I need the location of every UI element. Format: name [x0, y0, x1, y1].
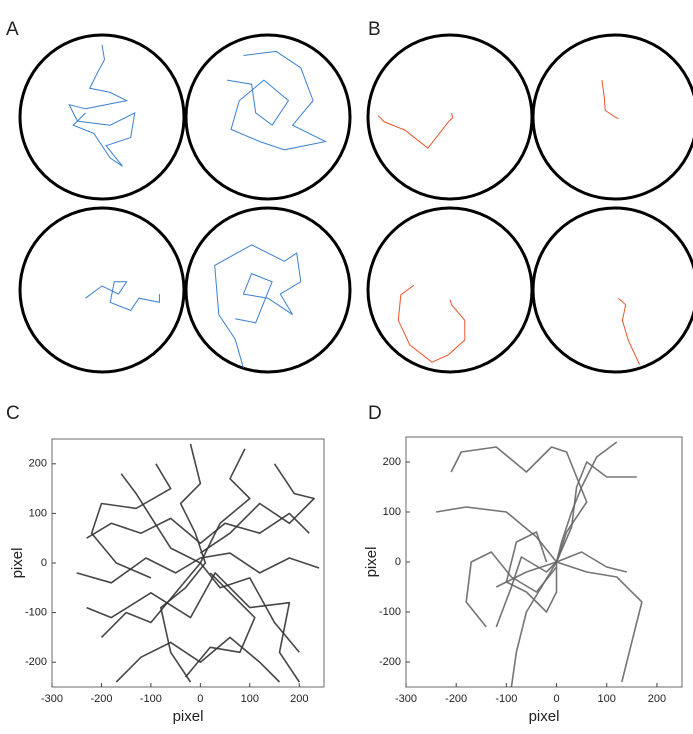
trajectory — [90, 463, 172, 579]
trajectory — [450, 446, 588, 563]
y-tick-label: 0 — [41, 557, 47, 569]
y-tick-label: -100 — [379, 606, 401, 618]
x-tick-label: 100 — [241, 693, 259, 705]
panel-label: D — [368, 403, 382, 424]
x-tick-label: -300 — [395, 693, 417, 705]
arena — [366, 206, 534, 374]
y-axis-label: pixel — [9, 548, 26, 579]
panel-label: C — [6, 403, 20, 424]
arena — [18, 206, 186, 374]
x-axis-label: pixel — [529, 708, 560, 725]
trajectory — [435, 506, 643, 683]
x-tick-label: -200 — [90, 693, 112, 705]
y-tick-label: -100 — [25, 607, 47, 619]
x-axis-label: pixel — [173, 708, 204, 725]
trajectory — [86, 512, 310, 544]
arena — [184, 206, 352, 374]
x-tick-label: -300 — [41, 693, 63, 705]
y-tick-label: 200 — [29, 458, 47, 470]
trajectory — [199, 463, 315, 554]
x-tick-label: 0 — [553, 693, 559, 705]
arena — [531, 33, 693, 201]
trajectory — [120, 448, 251, 564]
y-tick-label: 100 — [383, 506, 401, 518]
trajectory — [184, 572, 256, 678]
trajectory — [495, 551, 627, 628]
x-tick-label: 0 — [197, 693, 203, 705]
trajectory — [214, 244, 302, 369]
trajectory — [397, 284, 466, 363]
arena — [184, 33, 352, 201]
x-tick-label: -100 — [140, 693, 162, 705]
trajectory — [465, 551, 558, 628]
x-tick-label: 100 — [598, 693, 616, 705]
arena — [366, 33, 534, 201]
trajectory — [226, 50, 327, 151]
trajectory — [601, 80, 619, 120]
y-tick-label: 0 — [395, 556, 401, 568]
trajectory — [495, 441, 618, 588]
trajectory — [160, 443, 207, 683]
y-tick-label: -200 — [379, 656, 401, 668]
trajectory — [100, 562, 300, 653]
axes-box — [405, 436, 683, 688]
y-tick-label: 200 — [383, 456, 401, 468]
panel-label: B — [368, 19, 381, 40]
panel-label: A — [6, 19, 19, 40]
trajectory — [617, 297, 641, 365]
x-tick-label: -100 — [495, 693, 517, 705]
trajectory — [377, 112, 454, 149]
y-tick-label: 100 — [29, 507, 47, 519]
y-tick-label: -200 — [25, 656, 47, 668]
trajectory — [115, 636, 281, 683]
x-tick-label: -200 — [445, 693, 467, 705]
trajectory — [85, 281, 160, 312]
trajectory — [86, 572, 300, 683]
trajectory — [68, 44, 136, 167]
x-tick-label: 200 — [290, 693, 308, 705]
y-axis-label: pixel — [363, 547, 380, 578]
arena — [531, 206, 693, 374]
trajectory — [555, 461, 637, 563]
x-tick-label: 200 — [648, 693, 666, 705]
arena — [18, 33, 186, 201]
trajectory — [76, 552, 320, 584]
trajectory — [505, 531, 558, 613]
